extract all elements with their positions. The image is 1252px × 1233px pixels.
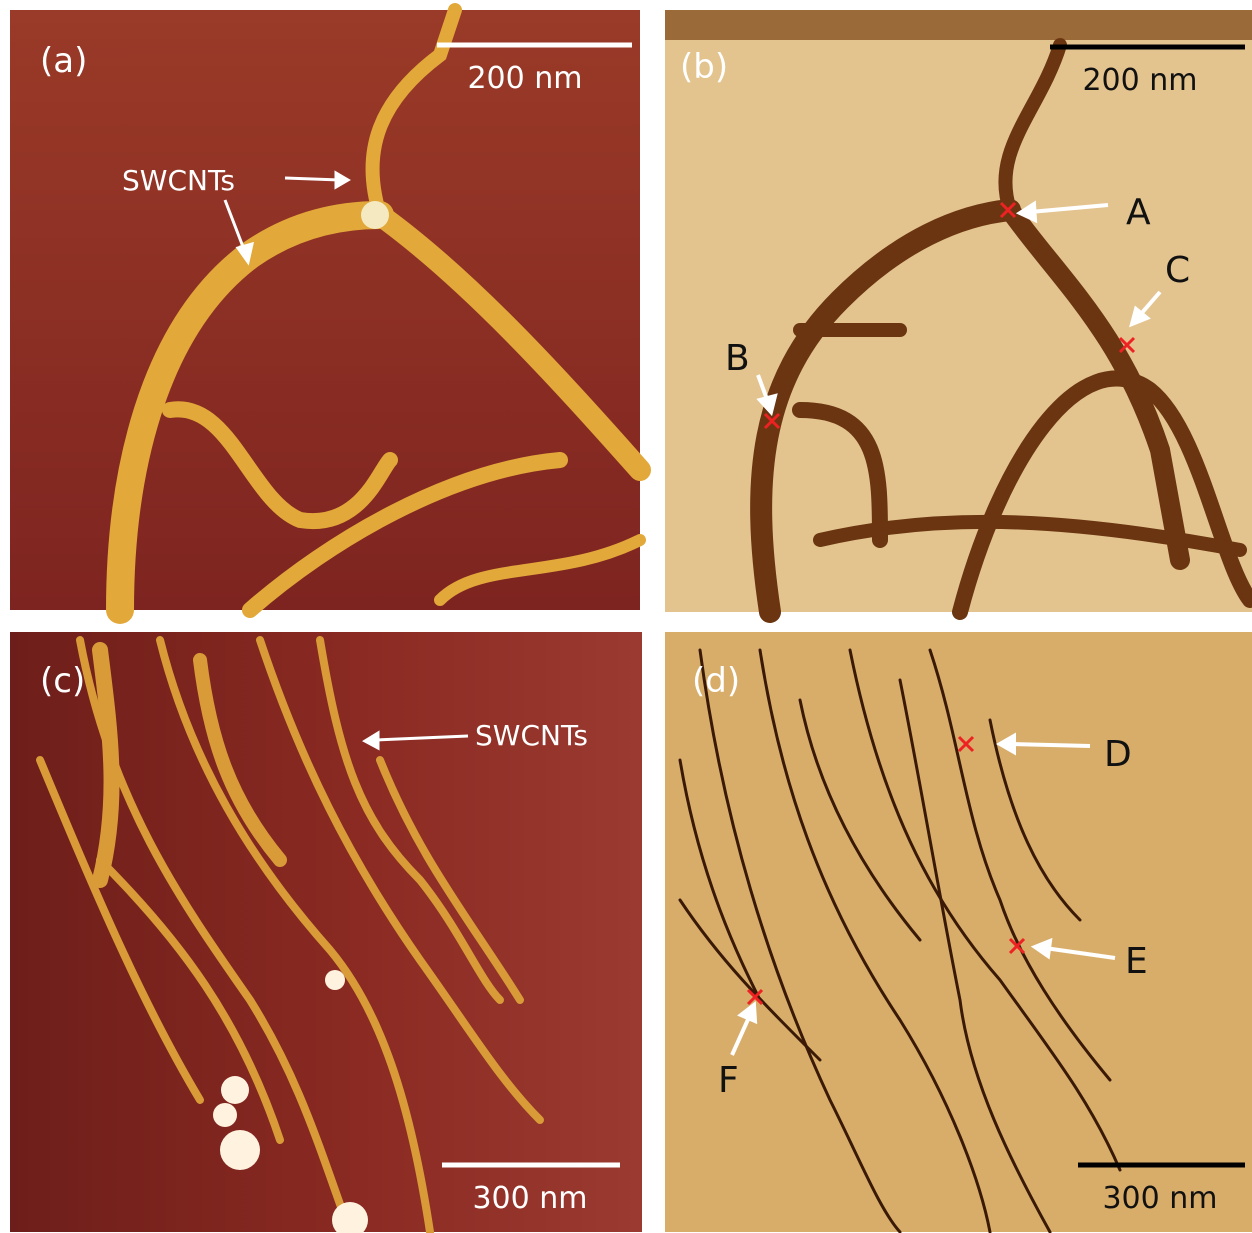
- marker-label: C: [1165, 250, 1190, 291]
- marker-label: F: [718, 1060, 739, 1101]
- annotation: SWCNTs: [475, 719, 588, 752]
- panel-label: (b): [680, 47, 728, 87]
- figure: (a) 200 nm SWCNTs (b) 200 nm: [0, 0, 1252, 1233]
- panel-b: (b) 200 nm A B C: [665, 10, 1252, 612]
- particle: [361, 201, 389, 229]
- panel-a: (a) 200 nm SWCNTs: [10, 10, 640, 610]
- annotation: SWCNTs: [122, 164, 235, 197]
- scan-edge: [665, 10, 1252, 40]
- marker-label: A: [1126, 192, 1151, 233]
- panel-d: (d) 300 nm D E F: [665, 632, 1252, 1232]
- marker-label: B: [725, 338, 750, 379]
- marker-label: E: [1125, 941, 1148, 982]
- scale-bar-label: 300 nm: [1102, 1181, 1217, 1216]
- panel-label: (d): [692, 661, 740, 701]
- panel-label: (c): [40, 661, 85, 701]
- panel-label: (a): [40, 41, 87, 81]
- scale-bar-label: 200 nm: [1082, 63, 1197, 98]
- panel-c: (c) 300 nm SWCNTs: [10, 632, 642, 1233]
- scale-bar-label: 200 nm: [467, 61, 582, 96]
- afm-image: [665, 632, 1252, 1232]
- scale-bar-label: 300 nm: [472, 1181, 587, 1216]
- marker-label: D: [1104, 734, 1132, 775]
